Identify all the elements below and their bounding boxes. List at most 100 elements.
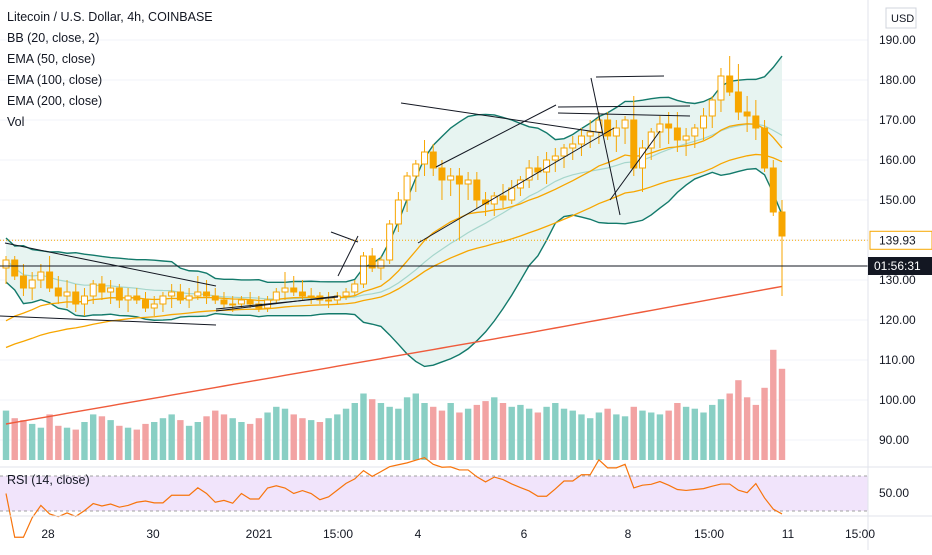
trend-line (609, 130, 661, 201)
candle-up (63, 291, 71, 297)
volume-bar (639, 410, 646, 460)
trend-line (435, 104, 557, 168)
rsi-legend[interactable]: RSI (14, close) (7, 473, 90, 487)
price-tick-label: 150.00 (879, 193, 916, 207)
candle-up (89, 283, 97, 297)
legend-ema200[interactable]: EMA (200, close) (7, 94, 103, 108)
candle-up (185, 295, 193, 301)
candle-up (281, 287, 289, 293)
volume-bar (159, 418, 167, 460)
ema200-line (5, 285, 783, 425)
volume-bar (656, 414, 664, 460)
candle-up (150, 303, 158, 309)
volume-bar (491, 397, 498, 460)
volume-bar (377, 403, 385, 460)
time-tick-label: 28 (41, 527, 55, 541)
rsi-pane (0, 457, 932, 538)
volume-bar (81, 422, 88, 460)
candle-up (525, 167, 533, 181)
legend-title[interactable]: Litecoin / U.S. Dollar, 4h, COINBASE (7, 10, 213, 24)
volume-bar (430, 406, 437, 460)
candle-up (638, 147, 646, 169)
volume-bar (220, 414, 228, 460)
price-tick-label: 190.00 (879, 33, 916, 47)
candle-down (115, 287, 123, 301)
candle-up (80, 295, 88, 305)
candle-up (377, 259, 385, 269)
volume-bar (107, 420, 114, 460)
volume-bar (28, 423, 36, 460)
candle-up (621, 119, 629, 129)
candle-down (769, 167, 777, 213)
trend-line (0, 315, 217, 326)
currency-box (885, 7, 917, 29)
candle-down (630, 119, 638, 169)
price-tick-label: 180.00 (879, 73, 916, 87)
volume-bar (743, 397, 751, 460)
candle-up (159, 295, 167, 305)
candle-down (203, 291, 211, 297)
volume-bar (212, 410, 219, 460)
volume-bar (11, 418, 18, 460)
volume-bar (473, 404, 481, 460)
volume-bar (630, 406, 637, 460)
legend-bb[interactable]: BB (20, close, 2) (7, 31, 100, 45)
candle-up (717, 75, 725, 101)
candle-up (107, 287, 115, 293)
candle-up (464, 179, 472, 185)
candle-down (54, 287, 62, 297)
volume-bar (177, 420, 184, 460)
candle-up (168, 291, 176, 297)
legend-vol[interactable]: Vol (7, 115, 25, 129)
volume-bar (2, 410, 10, 460)
candle-down (211, 295, 219, 301)
legend-ema100[interactable]: EMA (100, close) (7, 73, 103, 87)
volume-bar (438, 410, 446, 460)
candle-up (229, 303, 237, 306)
volume-bar (142, 423, 149, 460)
candle-down (752, 115, 760, 129)
volume-bar (55, 425, 62, 460)
candle-down (176, 291, 184, 301)
candle-down (665, 123, 673, 129)
time-tick-label: 15:00 (323, 527, 353, 541)
volume-bar (534, 412, 542, 460)
candle-down (455, 175, 463, 185)
price-tick-label: 110.00 (879, 353, 915, 367)
volume-bar (665, 410, 672, 460)
volume-bar (604, 408, 611, 460)
volume-bar (386, 406, 393, 460)
candle-down (133, 295, 141, 301)
volume-bar (246, 423, 254, 460)
volume-bar (761, 387, 768, 460)
volume-bar (133, 429, 140, 460)
candle-up (37, 271, 45, 281)
volume-bar (456, 412, 463, 460)
candle-up (403, 175, 411, 201)
candle-up (516, 179, 524, 189)
volume-bar (238, 422, 245, 460)
volume-bar (482, 401, 489, 460)
currency-label: USD (891, 13, 914, 25)
candle-down (778, 211, 786, 237)
volume-bar (281, 408, 289, 460)
candle-up (394, 199, 402, 225)
bb-basis-line (5, 123, 783, 300)
candle-down (298, 291, 306, 297)
volume-bars (2, 349, 786, 460)
volume-bar (464, 408, 472, 460)
volume-bar (342, 408, 350, 460)
volume-bar (508, 406, 515, 460)
volume-bar (229, 418, 236, 460)
volume-bar (63, 427, 71, 460)
volume-bar (299, 418, 306, 460)
trend-line (4, 242, 217, 287)
candle-up (421, 151, 429, 165)
candle-up (342, 291, 350, 297)
price-tick-label: 160.00 (879, 153, 916, 167)
candle-up (272, 291, 280, 301)
legend-ema50[interactable]: EMA (50, close) (7, 52, 96, 66)
candle-up (124, 295, 132, 301)
